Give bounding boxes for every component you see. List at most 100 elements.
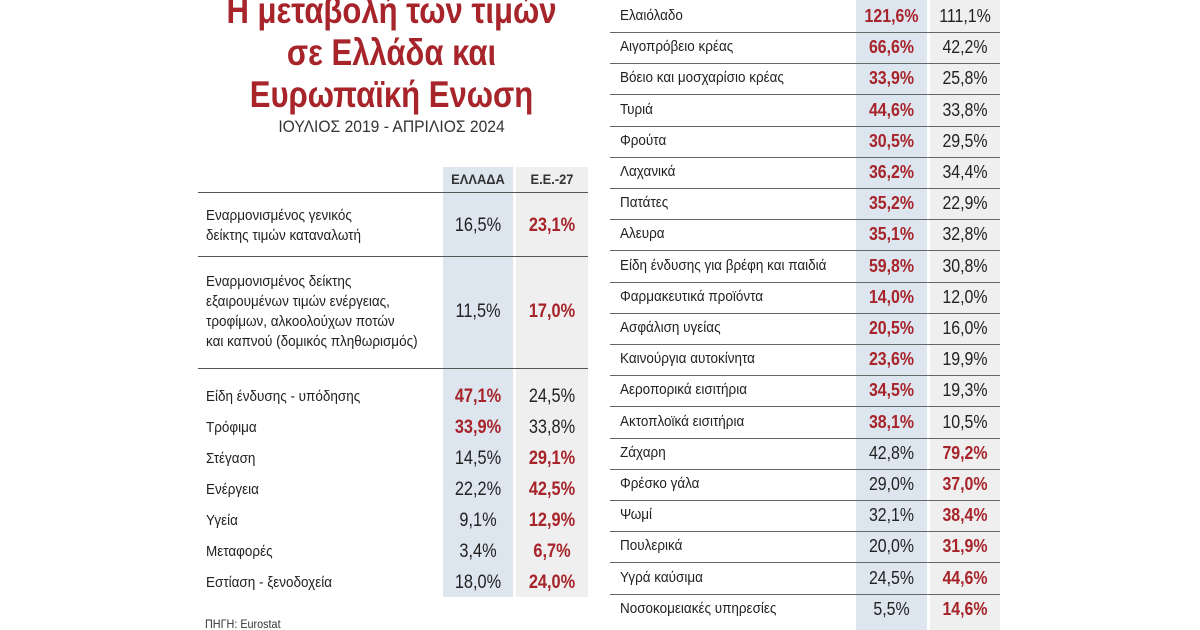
eu-column-background — [516, 167, 588, 597]
row-label: Ενέργεια — [206, 482, 259, 498]
greece-value: 20,5% — [868, 317, 915, 338]
table-row: Βόειο και μοσχαρίσιο κρέας 33,9% 25,8% — [610, 64, 1000, 95]
table-row: Πατάτες 35,2% 22,9% — [610, 189, 1000, 220]
greece-column-background — [443, 167, 513, 597]
table-row: Φρέσκο γάλα 29,0% 37,0% — [610, 470, 1000, 501]
row-label: Υγρά καύσιμα — [620, 570, 703, 586]
greece-value: 18,0% — [454, 572, 502, 593]
source-note: ΠΗΓΗ: Eurostat — [205, 617, 281, 630]
row-label: Ακτοπλοϊκά εισιτήρια — [620, 414, 745, 430]
greece-column-background — [856, 0, 927, 630]
row-label: Εναρμονισμένος γενικός δείκτης τιμών κατ… — [206, 208, 361, 244]
greece-value: 47,1% — [454, 386, 502, 407]
right-panel: Ελαιόλαδο 121,6% 111,1% Αιγοπρόβειο κρέας 66… — [610, 0, 1000, 630]
row-label: Ασφάλιση υγείας — [620, 320, 721, 336]
table-row: Αλευρα 35,1% 32,8% — [610, 220, 1000, 251]
table-row: Ζάχαρη 42,8% 79,2% — [610, 439, 1000, 470]
row-label: Αλευρα — [620, 226, 665, 242]
table-row: Είδη ένδυσης - υπόδησης 47,1% 24,5% — [198, 381, 588, 412]
row-label: Πουλερικά — [620, 538, 683, 554]
table-row: Ελαιόλαδο 121,6% 111,1% — [610, 2, 1000, 33]
eu-value: 19,9% — [942, 348, 988, 369]
page-title-line-2: σε Ελλάδα και — [286, 32, 497, 73]
greece-value: 35,1% — [868, 223, 915, 244]
eu-value: 37,0% — [942, 473, 988, 494]
row-label: Είδη ένδυσης για βρέφη και παιδιά — [620, 258, 827, 274]
table-row: Υγεία 9,1% 12,9% — [198, 505, 588, 536]
greece-value: 38,1% — [868, 411, 915, 432]
table-row: Τυριά 44,6% 33,8% — [610, 96, 1000, 127]
row-label: Βόειο και μοσχαρίσιο κρέας — [620, 70, 784, 86]
table-row: Ακτοπλοϊκά εισιτήρια 38,1% 10,5% — [610, 408, 1000, 439]
table-row: Αιγοπρόβειο κρέας 66,6% 42,2% — [610, 33, 1000, 64]
greece-value: 29,0% — [868, 473, 915, 494]
row-label: Τρόφιμα — [206, 420, 257, 436]
row-label: Νοσοκομειακές υπηρεσίες — [620, 601, 777, 617]
eu-value: 29,1% — [528, 448, 576, 469]
greece-value: 30,5% — [868, 130, 915, 151]
eu-value: 34,4% — [942, 161, 988, 182]
table-row: Λαχανικά 36,2% 34,4% — [610, 158, 1000, 189]
divider-line — [198, 192, 588, 193]
eu-value: 33,8% — [528, 417, 576, 438]
row-label: Μεταφορές — [206, 544, 273, 560]
eu-value: 42,2% — [942, 36, 988, 57]
greece-value: 23,6% — [868, 348, 915, 369]
eu-value: 32,8% — [942, 223, 988, 244]
page-title-line-3: Ευρωπαϊκή Ενωση — [249, 74, 534, 115]
table-row: Αεροπορικά εισιτήρια 34,5% 19,3% — [610, 376, 1000, 407]
row-label: Αιγοπρόβειο κρέας — [620, 39, 734, 55]
eu-value: 12,9% — [528, 510, 576, 531]
greece-value: 24,5% — [868, 567, 915, 588]
row-label: Αεροπορικά εισιτήρια — [620, 382, 748, 398]
table-row: Πουλερικά 20,0% 31,9% — [610, 532, 1000, 563]
table-row: Φαρμακευτικά προϊόντα 14,0% 12,0% — [610, 283, 1000, 314]
row-label: Εστίαση - ξενοδοχεία — [206, 575, 333, 591]
greece-value: 5,5% — [873, 598, 910, 619]
eu-value: 16,0% — [942, 317, 988, 338]
table-row: Ψωμί 32,1% 38,4% — [610, 501, 1000, 532]
row-label: Είδη ένδυσης - υπόδησης — [206, 389, 361, 405]
greece-column-header: ΕΛΛΑΔΑ — [451, 171, 505, 187]
eu-column-background — [930, 0, 1000, 630]
greece-value: 66,6% — [868, 36, 915, 57]
greece-value: 33,9% — [454, 417, 502, 438]
eu-value: 29,5% — [942, 130, 988, 151]
table-row: Μεταφορές 3,4% 6,7% — [198, 536, 588, 567]
greece-value: 9,1% — [459, 510, 497, 531]
table-row: Νοσοκομειακές υπηρεσίες 5,5% 14,6% — [610, 595, 1000, 626]
eu-value: 25,8% — [942, 67, 988, 88]
greece-value: 14,5% — [454, 448, 502, 469]
greece-value: 22,2% — [454, 479, 502, 500]
row-label: Φρούτα — [620, 133, 667, 149]
eu-value: 24,5% — [528, 386, 576, 407]
greece-value: 11,5% — [455, 301, 501, 322]
table-row: Στέγαση 14,5% 29,1% — [198, 443, 588, 474]
table-row: Εστίαση - ξενοδοχεία 18,0% 24,0% — [198, 567, 588, 598]
greece-value: 59,8% — [868, 255, 915, 276]
row-label: Λαχανικά — [620, 164, 676, 180]
greece-value: 32,1% — [868, 504, 915, 525]
eu-value: 111,1% — [939, 5, 991, 26]
table-row: Εναρμονισμένος δείκτης εξαιρουμένων τιμώ… — [198, 262, 588, 362]
row-label: Υγεία — [206, 513, 238, 529]
row-label: Ψωμί — [620, 507, 653, 523]
row-label: Καινούργια αυτοκίνητα — [620, 351, 755, 367]
table-row: Τρόφιμα 33,9% 33,8% — [198, 412, 588, 443]
row-label: Στέγαση — [206, 451, 256, 467]
eu-value: 12,0% — [942, 286, 988, 307]
left-panel: Η μεταβολή των τιμών σε Ελλάδα και Ευρωπ… — [193, 0, 590, 630]
eu-value: 6,7% — [533, 541, 571, 562]
eu-value: 79,2% — [942, 442, 988, 463]
greece-value: 44,6% — [868, 99, 915, 120]
eu-value: 23,1% — [528, 215, 576, 236]
greece-value: 14,0% — [868, 286, 915, 307]
row-label: Τυριά — [620, 102, 653, 118]
greece-value: 3,4% — [459, 541, 497, 562]
greece-value: 36,2% — [868, 161, 915, 182]
row-label: Φαρμακευτικά προϊόντα — [620, 289, 764, 305]
page-title-line-1: Η μεταβολή των τιμών — [226, 0, 557, 31]
eu-column-header: Ε.Ε.-27 — [530, 171, 574, 187]
row-label: Εναρμονισμένος δείκτης εξαιρουμένων τιμώ… — [206, 274, 418, 350]
eu-value: 44,6% — [942, 567, 988, 588]
